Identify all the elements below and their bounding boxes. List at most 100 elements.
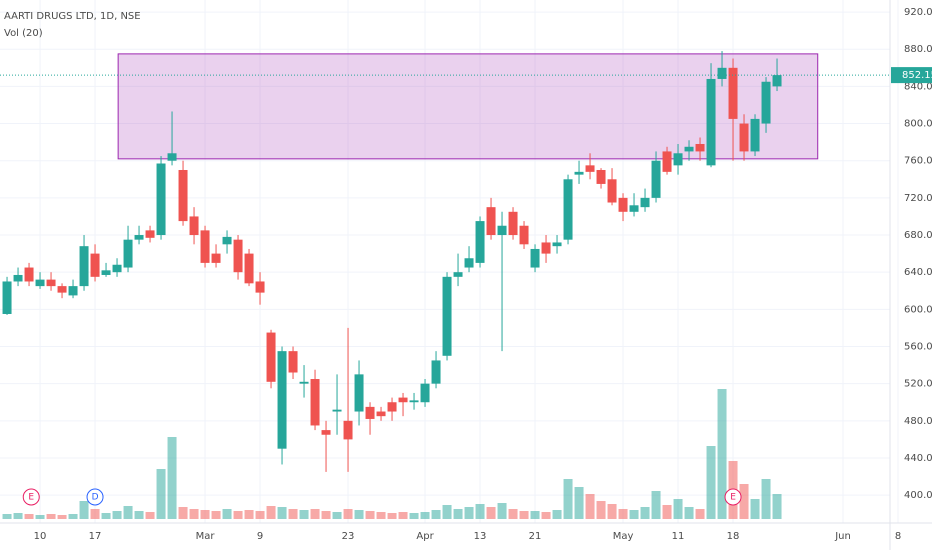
candle-body <box>35 279 45 287</box>
candle-body <box>145 230 155 238</box>
candle-body <box>497 225 507 236</box>
y-tick-label: 720.00 <box>904 193 932 204</box>
candle-body <box>508 211 518 236</box>
candle-body <box>530 248 540 268</box>
volume-bar <box>211 511 221 519</box>
volume-bar <box>387 513 397 519</box>
candle-body <box>464 258 474 268</box>
y-tick-label: 760.00 <box>904 156 932 167</box>
candle-body <box>684 146 694 152</box>
candle-body <box>244 253 254 284</box>
volume-bar <box>519 511 529 519</box>
volume-bar <box>68 514 78 519</box>
chart-title: AARTI DRUGS LTD, 1D, NSE <box>4 11 141 22</box>
candle-body <box>68 286 78 296</box>
y-tick-label: 920.00 <box>904 7 932 18</box>
y-tick-label: 400.00 <box>904 490 932 501</box>
candle-body <box>101 270 111 275</box>
volume-bar <box>541 512 551 519</box>
candle-body <box>200 230 210 263</box>
x-tick-label: 10 <box>34 531 47 542</box>
candle-body <box>431 360 441 384</box>
candle-body <box>156 163 166 236</box>
candle-body <box>2 281 12 314</box>
x-tick-label: May <box>613 531 634 542</box>
candle-body <box>673 153 683 166</box>
candle-body <box>772 75 782 87</box>
volume-bar <box>706 446 716 519</box>
volume-bar <box>2 514 12 519</box>
candle-body <box>376 411 386 417</box>
candle-body <box>574 171 584 175</box>
candle-body <box>134 235 144 240</box>
candle-body <box>310 379 320 426</box>
volume-bar <box>574 487 584 519</box>
candle-body <box>750 118 760 152</box>
volume-bar <box>717 389 727 519</box>
candle-body <box>13 274 23 282</box>
event-marker <box>22 488 40 506</box>
volume-bar <box>629 510 639 519</box>
candle-body <box>365 406 375 419</box>
volume-bar <box>508 509 518 519</box>
y-tick-label: 680.00 <box>904 230 932 241</box>
x-tick-label: 8 <box>895 531 901 542</box>
volume-bar <box>475 504 485 519</box>
candle-body <box>695 143 705 152</box>
x-tick-label: 21 <box>529 531 542 542</box>
y-tick-label: 880.00 <box>904 44 932 55</box>
candle-body <box>46 279 56 287</box>
candle-body <box>57 286 67 293</box>
volume-bar <box>321 511 331 519</box>
volume-bar <box>739 484 749 519</box>
x-tick-label: Jun <box>834 531 851 542</box>
volume-bar <box>189 509 199 519</box>
candle-body <box>277 351 287 449</box>
volume-bar <box>695 509 705 519</box>
last-price-tag <box>891 67 932 84</box>
candle-body <box>552 242 562 247</box>
volume-bar <box>684 507 694 519</box>
y-tick-label: 520.00 <box>904 379 932 390</box>
candle-body <box>332 409 342 412</box>
candle-body <box>79 246 89 287</box>
volume-bar <box>376 512 386 519</box>
candle-body <box>112 264 122 273</box>
volume-bar <box>585 494 595 519</box>
candle-body <box>563 179 573 240</box>
last-price-label: 852.15 <box>902 70 932 81</box>
candle-body <box>442 276 452 356</box>
volume-bar <box>134 511 144 519</box>
candle-body <box>321 430 331 435</box>
zone <box>117 53 819 160</box>
event-label: D <box>92 493 99 503</box>
y-tick-label: 800.00 <box>904 119 932 130</box>
candle-body <box>585 165 595 172</box>
volume-bar <box>563 479 573 519</box>
volume-bar <box>662 505 672 519</box>
event-label: E <box>730 493 736 503</box>
volume-bar <box>772 494 782 519</box>
volume-bar <box>112 511 122 519</box>
candle-body <box>343 420 353 440</box>
candle-body <box>222 236 232 245</box>
volume-bar <box>13 513 23 519</box>
candle-body <box>739 123 749 152</box>
candle-body <box>629 205 639 212</box>
candle-body <box>233 239 243 273</box>
y-tick-label: 480.00 <box>904 416 932 427</box>
volume-bar <box>101 513 111 519</box>
volume-bar <box>255 511 265 519</box>
volume-bar <box>35 515 45 519</box>
volume-bar <box>497 503 507 519</box>
volume-bar <box>123 506 133 519</box>
candle-body <box>123 239 133 268</box>
volume-bar <box>486 507 496 519</box>
volume-bar <box>365 511 375 519</box>
x-tick-label: Apr <box>416 531 434 542</box>
candle-body <box>178 169 188 222</box>
volume-bar <box>310 509 320 519</box>
candle-body <box>266 332 276 382</box>
volume-bar <box>431 510 441 519</box>
